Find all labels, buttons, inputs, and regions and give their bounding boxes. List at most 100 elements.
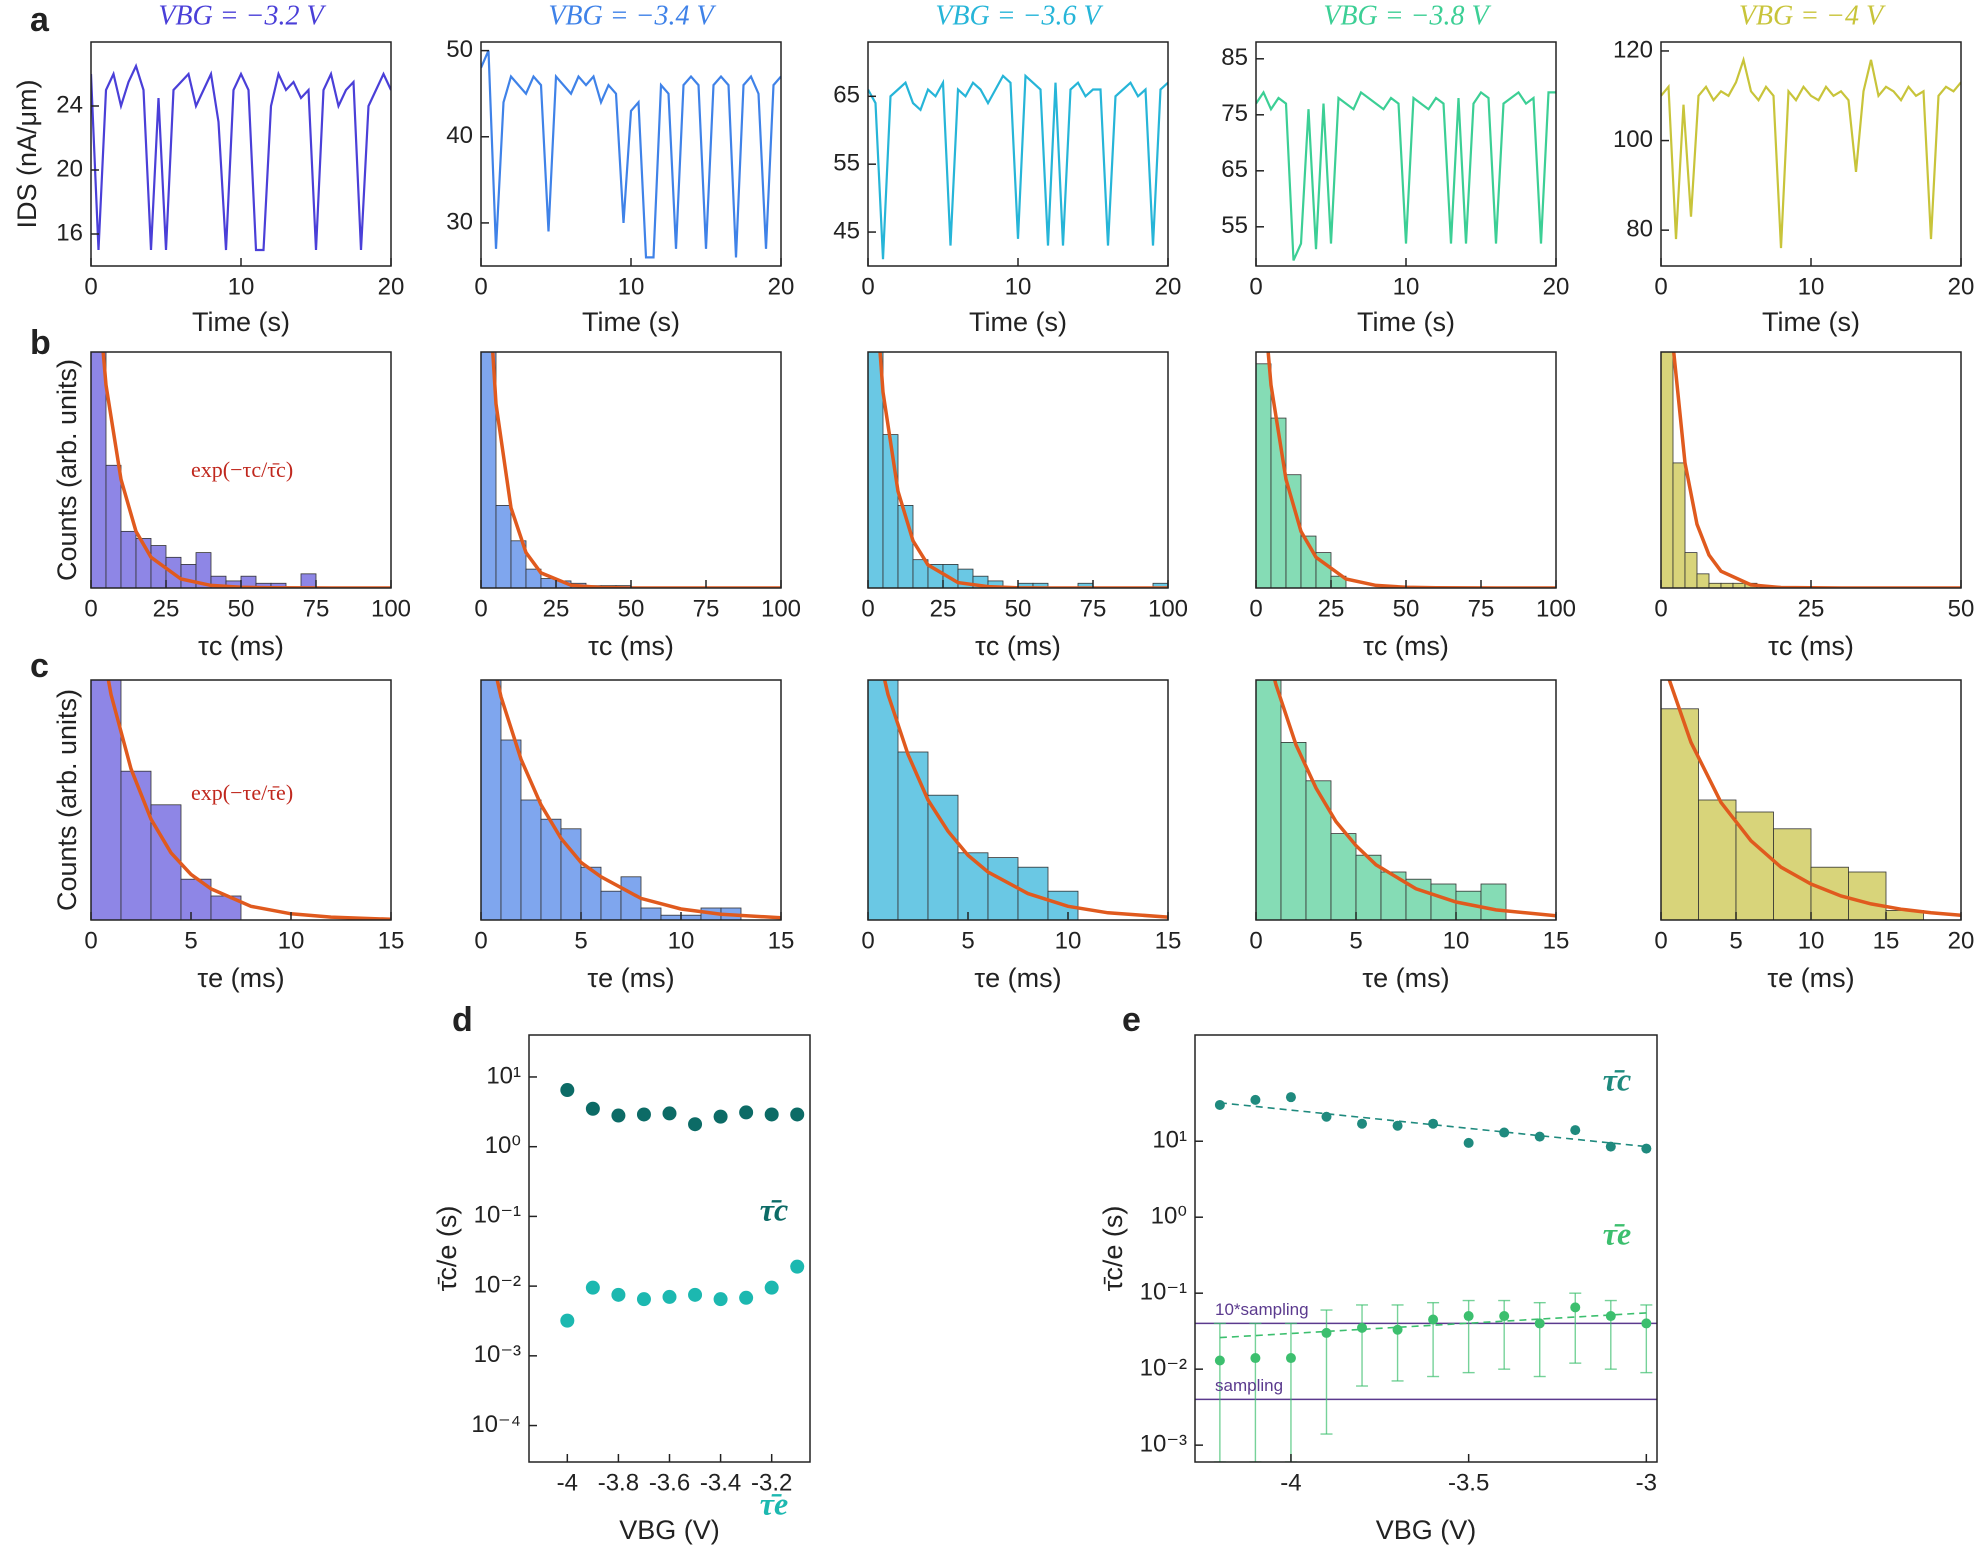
- y-axis-label: τ̄c/e (s): [1098, 1206, 1128, 1292]
- x-tick-label: 0: [84, 927, 97, 954]
- hist-bar: [868, 352, 884, 588]
- x-tick-label: 25: [1798, 595, 1825, 622]
- reference-label: 10*sampling: [1215, 1300, 1309, 1319]
- plot-frame: [90, 41, 392, 267]
- trace: [868, 73, 1168, 260]
- point: [713, 1109, 728, 1124]
- fit-curve: [1671, 352, 1961, 588]
- hist-bar: [1152, 582, 1168, 588]
- point: [764, 1280, 779, 1295]
- point: [560, 1313, 575, 1328]
- series-label: τ̄e: [1603, 1215, 1631, 1251]
- y-tick-label: 10⁰: [1151, 1203, 1187, 1230]
- y-tick-label: 55: [833, 150, 860, 177]
- hist-bar: [300, 573, 317, 588]
- plot-area: [91, 680, 391, 920]
- point: [1321, 1111, 1332, 1122]
- plot-frame: [867, 351, 1169, 589]
- series-label: τ̄c: [760, 1191, 788, 1227]
- x-tick-label: 0: [474, 927, 487, 954]
- hist-bar: [520, 799, 542, 920]
- x-tick-label: 10: [1798, 273, 1825, 300]
- panel-letter: c: [30, 647, 49, 685]
- fit-curve: [882, 680, 1168, 919]
- x-tick-label: 0: [1249, 273, 1262, 300]
- x-tick-label: 10: [618, 273, 645, 300]
- x-tick-label: 50: [1948, 595, 1975, 622]
- x-tick-label: 0: [861, 595, 874, 622]
- x-axis-label: Time (s): [969, 307, 1067, 337]
- y-tick-label: 10⁻³: [1140, 1430, 1187, 1457]
- point: [585, 1101, 600, 1116]
- fit-curve: [491, 352, 781, 588]
- plot-frame: [480, 351, 782, 589]
- point: [1285, 1092, 1296, 1103]
- x-tick-label: 0: [84, 273, 97, 300]
- y-tick-label: 10⁻²: [1140, 1355, 1187, 1382]
- y-axis-label: IDS (nA/μm): [12, 79, 42, 228]
- point: [688, 1117, 703, 1132]
- hist-bar: [481, 680, 502, 920]
- y-tick-label: 100: [1613, 126, 1653, 153]
- y-tick-label: 20: [56, 155, 83, 182]
- plot-frame: [480, 679, 782, 921]
- panel: 0 10 20 45 55 65 Time (s) VBG = −3.6 V: [833, 0, 1181, 337]
- x-axis-label: τc (ms): [588, 631, 674, 661]
- panel: 0 25 50 75 100 τc (ms): [474, 351, 801, 661]
- x-tick-label: 100: [1536, 595, 1576, 622]
- point: [1250, 1094, 1261, 1105]
- hist-bar: [868, 680, 899, 920]
- hist-bar: [987, 857, 1019, 920]
- x-axis-label: τe (ms): [1767, 963, 1854, 993]
- x-axis-label: τc (ms): [1768, 631, 1854, 661]
- x-tick-label: 0: [861, 273, 874, 300]
- panel: -4 -3.5 -3 10⁻³ 10⁻² 10⁻¹ 10⁰ 10¹ VBG (V) τ̄c/e (…: [1098, 1034, 1658, 1545]
- x-tick-label: 0: [84, 595, 97, 622]
- point: [662, 1106, 677, 1121]
- plot-frame: [528, 1034, 811, 1463]
- panel: 0 10 20 80 100 120 Time (s) VBG = −4 V: [1613, 0, 1974, 337]
- hist-bar: [640, 907, 662, 920]
- hist-bar: [600, 890, 622, 920]
- point: [1321, 1327, 1332, 1338]
- point: [1357, 1322, 1368, 1333]
- x-tick-label: 15: [378, 927, 405, 954]
- point: [1357, 1118, 1368, 1129]
- x-tick-label: 100: [371, 595, 411, 622]
- y-tick-label: 16: [56, 219, 83, 246]
- plot-area: [481, 50, 781, 259]
- point: [1428, 1118, 1439, 1129]
- x-tick-label: 25: [930, 595, 957, 622]
- x-axis-label: Time (s): [192, 307, 290, 337]
- y-tick-label: 10⁰: [485, 1132, 521, 1159]
- x-tick-label: 10: [1005, 273, 1032, 300]
- hist-bar: [1661, 708, 1699, 920]
- x-tick-label: 0: [1654, 273, 1667, 300]
- y-tick-label: 10⁻²: [474, 1271, 521, 1298]
- plot-frame: [1660, 41, 1962, 267]
- y-tick-label: 10⁻⁴: [471, 1411, 521, 1438]
- fit-curve: [101, 352, 391, 588]
- panel: 0 5 10 15 τe (ms): [861, 679, 1182, 993]
- point: [790, 1107, 805, 1122]
- point: [1641, 1143, 1652, 1154]
- x-tick-label: 15: [1543, 927, 1570, 954]
- x-axis-label: Time (s): [1357, 307, 1455, 337]
- x-tick-label: -4: [557, 1469, 578, 1496]
- y-tick-label: 75: [1221, 100, 1248, 127]
- y-tick-label: 50: [446, 36, 473, 63]
- plot-area: [1195, 1092, 1657, 1462]
- y-tick-label: 85: [1221, 44, 1248, 71]
- series-label: τ̄c: [1603, 1061, 1631, 1097]
- point: [1392, 1324, 1403, 1335]
- x-tick-label: 100: [761, 595, 801, 622]
- hist-bar: [180, 564, 197, 588]
- point: [585, 1280, 600, 1295]
- trace: [1661, 55, 1961, 249]
- x-tick-label: 15: [1155, 927, 1182, 954]
- x-tick-label: 75: [1468, 595, 1495, 622]
- plot-frame: [1255, 41, 1557, 267]
- hist-bar: [882, 434, 899, 588]
- panel: 0 5 10 15 τe (ms): [1249, 679, 1570, 993]
